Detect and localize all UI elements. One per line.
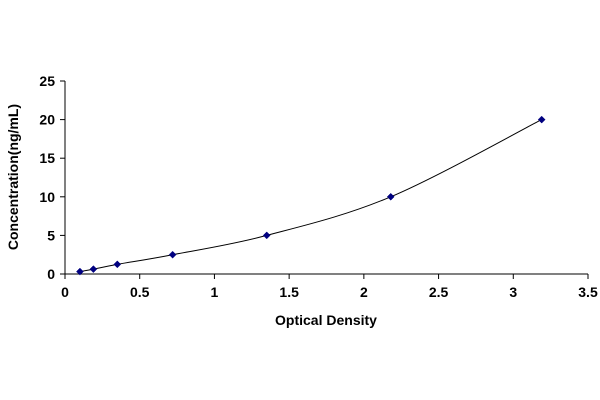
y-tick-label: 0: [47, 266, 55, 282]
data-point-marker: [262, 231, 271, 240]
data-point-marker: [386, 192, 395, 201]
y-tick-label: 10: [39, 189, 55, 205]
x-tick-label: 1: [211, 284, 219, 300]
y-axis-title: Concentration(ng/mL): [5, 104, 21, 250]
x-ticks: 0 0.5 1 1.5 2 2.5 3 3.5: [61, 274, 598, 300]
data-point-marker: [76, 267, 84, 276]
fitted-curve: [79, 119, 542, 273]
y-tick-label: 20: [39, 112, 55, 128]
x-tick-label: 3.5: [578, 284, 598, 300]
data-point-marker: [113, 260, 122, 269]
x-tick-label: 3: [509, 284, 517, 300]
data-point-marker: [89, 265, 98, 273]
y-tick-label: 25: [39, 73, 55, 89]
x-tick-label: 2: [360, 284, 368, 300]
y-ticks: 0 5 10 15 20 25: [39, 73, 65, 282]
data-point-marker: [537, 115, 546, 124]
x-axis-title: Optical Density: [275, 312, 377, 328]
x-tick-label: 2.5: [429, 284, 449, 300]
x-tick-label: 1.5: [279, 284, 299, 300]
x-tick-label: 0.5: [130, 284, 150, 300]
y-tick-label: 5: [47, 227, 55, 243]
y-tick-label: 15: [39, 150, 55, 166]
x-tick-label: 0: [61, 284, 69, 300]
data-points: [76, 115, 546, 276]
data-point-marker: [168, 250, 177, 259]
axes: [64, 81, 588, 275]
